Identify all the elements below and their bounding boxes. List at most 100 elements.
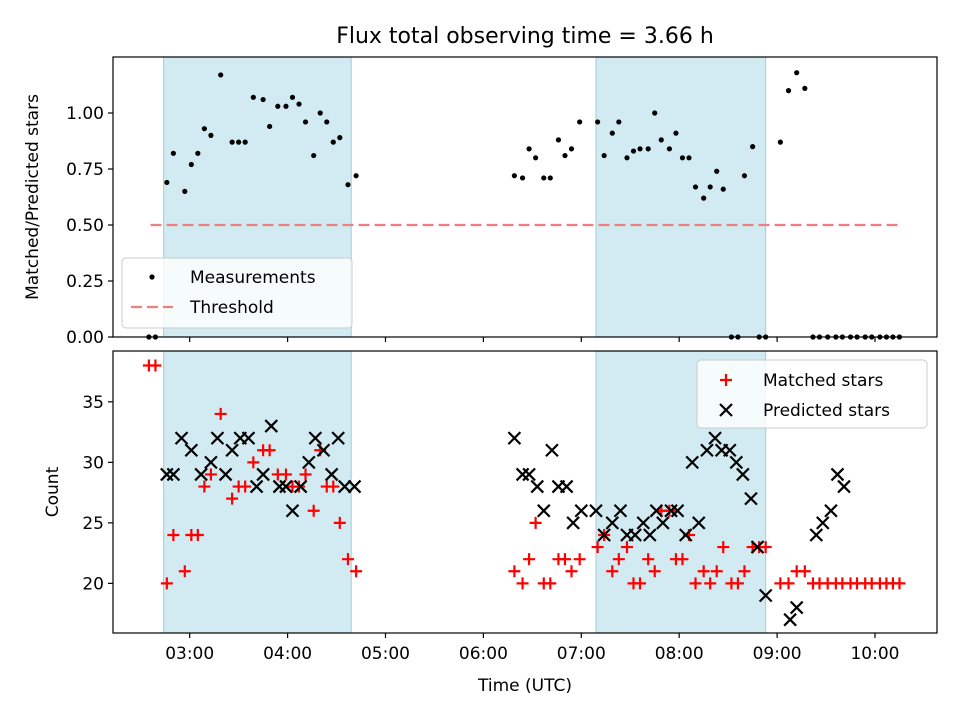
matched-star-point <box>663 504 676 517</box>
predicted-star-point <box>750 540 765 554</box>
measurement-point <box>242 139 248 145</box>
top-legend-box <box>121 257 353 329</box>
matched-star-point <box>544 577 557 590</box>
measurement-point <box>658 137 664 143</box>
x-tick-label: 03:00 <box>165 644 214 664</box>
x-tick-label: 10:00 <box>850 644 899 664</box>
measurement-point <box>577 119 583 125</box>
measurement-point <box>785 88 792 94</box>
predicted-star-point <box>691 516 706 530</box>
measurement-point <box>164 179 170 186</box>
top-y-axis-ticks: 0.00 0.25 0.50 0.75 1.00 <box>66 104 113 348</box>
predicted-star-point <box>331 431 345 445</box>
measurement-point <box>267 123 273 130</box>
measurement-point <box>547 175 553 181</box>
predicted-star-point <box>830 467 845 482</box>
predicted-star-point <box>643 528 657 542</box>
measurement-point <box>229 139 235 145</box>
measurement-point <box>714 168 720 174</box>
bottom-legend: Matched stars Predicted stars <box>696 359 928 429</box>
predicted-star-point <box>744 491 758 506</box>
predicted-star-point <box>809 528 824 542</box>
predicted-star-point <box>670 503 685 518</box>
legend-measurements-marker <box>149 274 155 280</box>
matched-star-point <box>299 468 312 481</box>
shaded-interval <box>595 56 767 338</box>
measurement-point <box>609 130 615 136</box>
matched-star-point <box>893 577 906 590</box>
predicted-star-point <box>279 479 293 494</box>
measurement-point <box>630 148 637 154</box>
predicted-star-point <box>184 443 199 458</box>
measurement-point <box>296 101 302 107</box>
measurement-point <box>624 155 630 161</box>
measurement-point <box>750 144 756 150</box>
matched-star-point <box>782 577 795 590</box>
measurement-point <box>236 139 242 145</box>
predicted-star-point <box>515 467 530 482</box>
legend-measurements-label: Measurements <box>190 268 316 288</box>
matched-star-point <box>239 480 252 493</box>
predicted-star-point <box>636 516 651 530</box>
matched-star-point <box>279 468 292 481</box>
bottom-x-axis-ticks: 03:00 04:00 05:00 06:00 07:00 08:00 09:00 10:00 <box>165 633 899 664</box>
matched-star-point <box>191 528 204 541</box>
measurement-point <box>511 173 517 179</box>
bottom-y-axis-label: Count <box>43 466 63 517</box>
matched-star-point <box>178 565 191 578</box>
measurement-point <box>555 137 562 143</box>
bottom-plot-frame <box>112 350 938 634</box>
measurement-point <box>673 130 679 136</box>
top-panel: Flux total observing time = 3.66 h 0.000… <box>23 24 938 348</box>
predicted-star-point <box>649 503 664 518</box>
matched-star-point <box>704 577 717 590</box>
x-tick-label: 05:00 <box>361 644 410 664</box>
measurement-point <box>275 103 281 109</box>
top-legend: Measurements Threshold <box>121 257 353 329</box>
measurement-point <box>720 186 726 192</box>
predicted-star-point <box>837 479 851 494</box>
measurement-point <box>595 119 601 125</box>
matched-star-point <box>198 480 211 493</box>
matched-star-point <box>226 492 239 505</box>
matched-star-point <box>167 528 180 541</box>
matched-star-point <box>717 541 730 554</box>
x-tick-label: 04:00 <box>263 644 312 664</box>
measurement-point <box>195 150 201 156</box>
matched-star-point <box>738 565 751 578</box>
measurement-point <box>777 139 783 145</box>
predicted-star-point <box>605 516 620 530</box>
measurement-point <box>616 119 622 125</box>
matched-star-point <box>798 565 811 578</box>
predicted-star-point <box>264 419 279 433</box>
measurement-point <box>317 110 323 116</box>
measurement-point <box>652 110 658 116</box>
predicted-star-point <box>783 612 797 627</box>
legend-threshold-label: Threshold <box>189 298 274 318</box>
measurement-point <box>541 175 547 181</box>
matched-star-point <box>341 553 354 566</box>
matched-star-point <box>710 565 723 578</box>
predicted-star-point <box>241 431 256 445</box>
y-tick-label: 30 <box>82 453 104 473</box>
predicted-star-point <box>824 503 838 518</box>
measurement-point <box>250 94 256 100</box>
measurement-point <box>353 173 359 179</box>
predicted-star-point <box>530 479 545 494</box>
measurement-point <box>208 132 214 138</box>
predicted-star-point <box>225 443 239 458</box>
predicted-star-point <box>597 528 611 542</box>
matched-star-point <box>516 577 529 590</box>
measurement-point <box>182 188 188 194</box>
matched-star-point <box>573 553 586 566</box>
measurement-point <box>701 195 707 201</box>
measurement-point <box>330 139 336 145</box>
measurement-point <box>679 155 686 161</box>
measurement-point <box>337 135 343 141</box>
measurement-point <box>519 175 526 181</box>
measurement-point <box>345 182 351 188</box>
measurement-point <box>218 72 224 78</box>
legend-predicted-marker <box>719 403 733 417</box>
measurement-point <box>283 103 289 109</box>
